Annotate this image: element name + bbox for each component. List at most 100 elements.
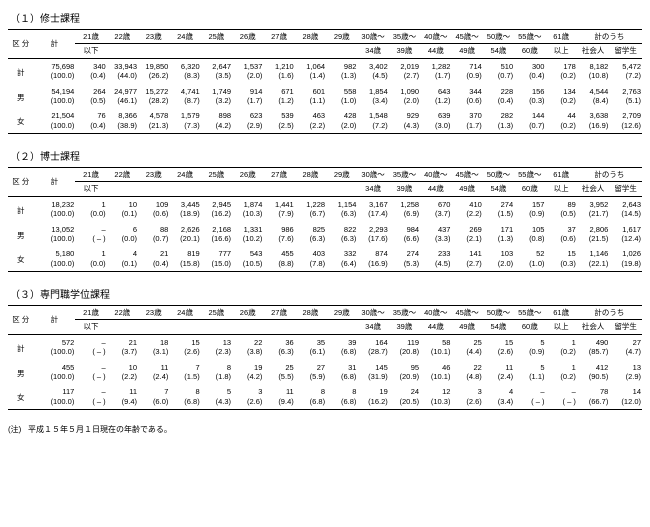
cell-value: 15 [483, 334, 514, 347]
cell-value: 1,331 [232, 222, 263, 234]
cell-percent: (2.6) [483, 347, 514, 359]
cell-value: 22 [451, 360, 482, 372]
header-age-14-l2: 60歳 [514, 182, 545, 196]
cell-percent: (31.9) [357, 372, 388, 384]
cell-value: 623 [232, 108, 263, 120]
header-subgroup: 計のうち [577, 168, 642, 182]
cell-value: 19,850 [138, 58, 169, 71]
cell-value: 332 [326, 246, 357, 258]
header-age-2-l2 [138, 44, 169, 58]
header-age-0-l1: 21歳 [75, 30, 106, 44]
cell-value: 33,943 [107, 58, 138, 71]
cell-value: 4,544 [577, 84, 610, 96]
cell-value: 5 [514, 360, 545, 372]
cell-percent: (85.7) [577, 347, 610, 359]
table-row: (100.0)( – )(9.4)(6.0)(6.8)(4.3)(2.6)(9.… [8, 397, 642, 410]
cell-percent: (2.6) [451, 397, 482, 410]
cell-percent: (10.3) [420, 397, 451, 410]
header-age-13-l2: 54歳 [483, 182, 514, 196]
cell-value: 984 [389, 222, 420, 234]
cell-value: 145 [357, 360, 388, 372]
cell-value: 2,647 [201, 58, 232, 71]
footnote: (注) 平成１５年５月１日現在の年齢である。 [8, 424, 642, 435]
cell-percent: (21.5) [577, 234, 610, 246]
cell-percent: (6.4) [326, 259, 357, 272]
cell-value: 1 [545, 360, 576, 372]
cell-percent: (3.7) [420, 209, 451, 221]
header-age-15-l1: 61歳 [545, 30, 576, 44]
cell-percent: (2.7) [389, 71, 420, 83]
cell-value: 1,548 [357, 108, 388, 120]
cell-value: 639 [420, 108, 451, 120]
cell-percent: (6.8) [326, 347, 357, 359]
stats-table: 区 分計21歳22歳23歳24歳25歳26歳27歳28歳29歳30歳～35歳～4… [8, 29, 642, 134]
cell-value: 24 [389, 384, 420, 396]
header-age-1-l1: 22歳 [107, 30, 138, 44]
row-label: 計 [8, 58, 34, 83]
cell-value: 2,168 [201, 222, 232, 234]
cell-percent: (100.0) [34, 71, 76, 83]
cell-value: 39 [326, 334, 357, 347]
cell-value: 54,194 [34, 84, 76, 96]
header-age-9-l1: 30歳～ [357, 306, 388, 320]
cell-percent: (0.4) [75, 121, 106, 134]
cell-percent: (3.1) [138, 347, 169, 359]
cell-value: 714 [451, 58, 482, 71]
cell-value: 1,874 [232, 196, 263, 209]
header-age-3-l2 [169, 182, 200, 196]
header-age-10-l1: 35歳～ [389, 168, 420, 182]
header-age-1-l2 [107, 182, 138, 196]
cell-percent: (1.4) [295, 71, 326, 83]
cell-percent: (6.3) [263, 347, 294, 359]
cell-percent: (0.2) [545, 96, 576, 108]
table-row: (100.0)( – )(3.7)(3.1)(2.6)(2.3)(3.8)(6.… [8, 347, 642, 359]
header-sub2: 留学生 [609, 320, 642, 334]
table-row: 男54,19426424,97715,2724,7411,74991467160… [8, 84, 642, 96]
header-age-5-l2 [232, 182, 263, 196]
cell-value: 5,472 [609, 58, 642, 71]
header-kubun: 区 分 [8, 306, 34, 335]
cell-percent: (100.0) [34, 397, 76, 410]
cell-percent: (4.5) [357, 71, 388, 83]
cell-percent: (6.8) [326, 372, 357, 384]
cell-percent: (19.8) [609, 259, 642, 272]
cell-percent: (20.5) [389, 397, 420, 410]
cell-percent: (0.4) [514, 71, 545, 83]
header-age-4-l1: 25歳 [201, 30, 232, 44]
cell-percent: (7.9) [263, 209, 294, 221]
cell-value: 490 [577, 334, 610, 347]
cell-value: 412 [577, 360, 610, 372]
cell-value: 914 [232, 84, 263, 96]
header-age-8-l2 [326, 182, 357, 196]
cell-value: 671 [263, 84, 294, 96]
header-age-1-l2 [107, 320, 138, 334]
cell-percent: (100.0) [34, 234, 76, 246]
cell-value: 25 [451, 334, 482, 347]
cell-percent: (2.4) [138, 372, 169, 384]
cell-value: 3,445 [169, 196, 200, 209]
cell-percent: (10.8) [577, 71, 610, 83]
cell-value: 8,182 [577, 58, 610, 71]
cell-percent: (12.0) [609, 397, 642, 410]
cell-percent: (8.3) [169, 71, 200, 83]
cell-percent: (2.4) [483, 372, 514, 384]
header-age-9-l2: 34歳 [357, 44, 388, 58]
section: （３）専門職学位課程区 分計21歳22歳23歳24歳25歳26歳27歳28歳29… [8, 286, 642, 410]
cell-value: 670 [420, 196, 451, 209]
cell-value: 558 [326, 84, 357, 96]
cell-value: 1,749 [201, 84, 232, 96]
cell-percent: (18.9) [169, 209, 200, 221]
cell-percent: (1.0) [514, 259, 545, 272]
header-age-1-l1: 22歳 [107, 306, 138, 320]
cell-percent: (3.7) [107, 347, 138, 359]
cell-value: 3,638 [577, 108, 610, 120]
cell-value: 52 [514, 246, 545, 258]
cell-percent: (10.2) [232, 234, 263, 246]
cell-value: 572 [34, 334, 76, 347]
header-age-3-l1: 24歳 [169, 306, 200, 320]
cell-percent: (20.8) [389, 347, 420, 359]
cell-percent: (22.1) [577, 259, 610, 272]
cell-value: 21 [138, 246, 169, 258]
header-age-5-l2 [232, 320, 263, 334]
header-age-14-l1: 55歳～ [514, 306, 545, 320]
